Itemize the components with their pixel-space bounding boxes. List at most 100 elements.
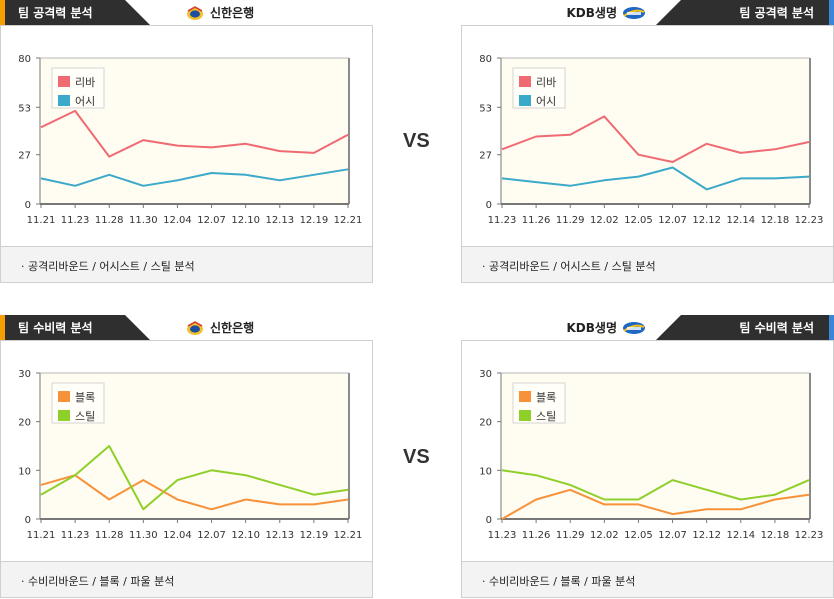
panel-footer: · 공격리바운드 / 어시스트 / 스틸 분석 [461, 246, 834, 283]
panel-header: 팀 수비력 분석 신한은행 [0, 315, 373, 340]
chart-area: 0 27 53 80 11.23 11.26 11.29 12.02 12.05 12.07 12.… [461, 25, 834, 246]
x-tick-label: 11.23 [61, 530, 90, 541]
x-tick-label: 12.10 [231, 215, 260, 226]
panel-title: 팀 공격력 분석 [18, 6, 93, 20]
chart-area: 0 10 20 30 11.23 11.26 11.29 12.02 12.05 12.07 12.… [461, 340, 834, 561]
chart-area: 0 27 53 80 11.21 11.23 11.28 11.30 12.04 12.07 12.… [0, 25, 373, 246]
x-tick-label: 12.07 [658, 530, 687, 541]
x-tick-label: 11.23 [61, 215, 90, 226]
legend-swatch [58, 410, 70, 421]
x-tick-label: 11.29 [556, 530, 585, 541]
panel-footer: · 수비리바운드 / 블록 / 파울 분석 [0, 561, 373, 598]
legend-swatch [58, 76, 70, 87]
y-tick-label: 0 [486, 200, 492, 211]
y-tick-label: 20 [479, 418, 492, 429]
team-label: KDB생명 [567, 319, 647, 336]
legend-label: 리바 [75, 76, 95, 89]
x-tick-label: 11.23 [488, 530, 517, 541]
x-tick-label: 12.18 [761, 215, 790, 226]
y-tick-label: 0 [25, 200, 31, 211]
accent-bar [829, 315, 834, 340]
x-tick-label: 12.21 [334, 215, 363, 226]
legend-label: 블록 [536, 391, 556, 404]
x-tick-label: 11.28 [95, 215, 124, 226]
x-tick-label: 12.13 [265, 530, 294, 541]
panel-attack-left: 팀 공격력 분석 신한은행 0 27 53 80 11.21 11.23 11.28 11.3… [0, 0, 373, 283]
x-tick-label: 12.12 [692, 215, 721, 226]
team-name: KDB생명 [566, 6, 618, 20]
y-tick-label: 80 [18, 54, 31, 65]
y-tick-label: 10 [479, 466, 492, 477]
legend-swatch [519, 410, 531, 421]
panel-defense-left: 팀 수비력 분석 신한은행 0 10 20 30 11.21 11.23 11.28 11.3… [0, 315, 373, 598]
shinhan-bank-logo-icon [187, 5, 203, 20]
panel-title: 팀 수비력 분석 [18, 321, 93, 335]
x-tick-label: 12.05 [624, 530, 653, 541]
legend-swatch [519, 391, 531, 402]
panel-header: 팀 수비력 분석 KDB생명 [461, 315, 834, 340]
team-label: 신한은행 [185, 4, 254, 21]
series-line [40, 474, 349, 511]
panel-defense-right: 팀 수비력 분석 KDB생명 0 10 20 30 11.23 11.26 11.29 12.… [461, 315, 834, 598]
vs-label: VS [403, 446, 430, 468]
x-tick-label: 11.26 [522, 215, 551, 226]
panel-header: 팀 공격력 분석 KDB생명 [461, 0, 834, 25]
team-label: KDB생명 [567, 4, 647, 21]
x-tick-label: 12.07 [197, 215, 226, 226]
panel-header: 팀 공격력 분석 신한은행 [0, 0, 373, 25]
x-tick-label: 11.29 [556, 215, 585, 226]
series-line [501, 469, 810, 501]
shinhan-bank-logo-icon [187, 320, 203, 335]
series-line [40, 445, 349, 511]
panel-title: 팀 공격력 분석 [739, 6, 814, 20]
accent-bar [0, 315, 5, 340]
x-tick-label: 12.07 [197, 530, 226, 541]
x-tick-label: 12.19 [300, 530, 329, 541]
y-tick-label: 10 [18, 466, 31, 477]
kdb-winnus-logo-icon [623, 321, 645, 334]
x-tick-label: 11.30 [129, 215, 158, 226]
x-tick-label: 12.02 [590, 215, 619, 226]
x-tick-label: 12.10 [231, 530, 260, 541]
x-tick-label: 12.02 [590, 530, 619, 541]
accent-bar [829, 0, 834, 25]
series-line [40, 109, 349, 158]
line-chart: 0 27 53 80 11.21 11.23 11.28 11.30 12.04 12.07 12.… [18, 54, 363, 226]
team-name: KDB생명 [566, 321, 618, 335]
series-line [501, 115, 810, 163]
panel-title: 팀 수비력 분석 [739, 321, 814, 335]
legend-swatch [519, 95, 531, 106]
legend-label: 스틸 [75, 410, 95, 423]
x-tick-label: 12.13 [265, 215, 294, 226]
series-line [40, 168, 349, 187]
kdb-winnus-logo-icon [623, 6, 645, 19]
title-tab: 팀 수비력 분석 [656, 315, 834, 340]
y-tick-label: 53 [18, 103, 31, 114]
legend-label: 리바 [536, 76, 556, 89]
line-chart: 0 10 20 30 11.21 11.23 11.28 11.30 12.04 12.07 12.… [18, 369, 362, 541]
vs-label: VS [403, 130, 430, 152]
x-tick-label: 12.18 [761, 530, 790, 541]
line-chart: 0 10 20 30 11.23 11.26 11.29 12.02 12.05 12.07 12.… [479, 369, 823, 541]
x-tick-label: 11.30 [129, 530, 158, 541]
x-tick-label: 11.26 [522, 530, 551, 541]
legend-label: 블록 [75, 391, 95, 404]
x-tick-label: 12.04 [163, 530, 192, 541]
y-tick-label: 20 [18, 418, 31, 429]
x-tick-label: 12.12 [692, 530, 721, 541]
panel-attack-right: 팀 공격력 분석 KDB생명 0 27 53 80 11.23 11.26 11.29 12.… [461, 0, 834, 283]
legend-swatch [58, 391, 70, 402]
series-line [501, 166, 810, 191]
legend-label: 어시 [536, 95, 556, 108]
x-tick-label: 12.23 [795, 215, 824, 226]
legend-swatch [58, 95, 70, 106]
legend-label: 어시 [75, 95, 95, 108]
accent-bar [0, 0, 5, 25]
chart-area: 0 10 20 30 11.21 11.23 11.28 11.30 12.04 12.07 12.… [0, 340, 373, 561]
team-name: 신한은행 [210, 6, 255, 20]
y-tick-label: 80 [479, 54, 492, 65]
line-chart: 0 27 53 80 11.23 11.26 11.29 12.02 12.05 12.07 12.… [479, 54, 824, 226]
